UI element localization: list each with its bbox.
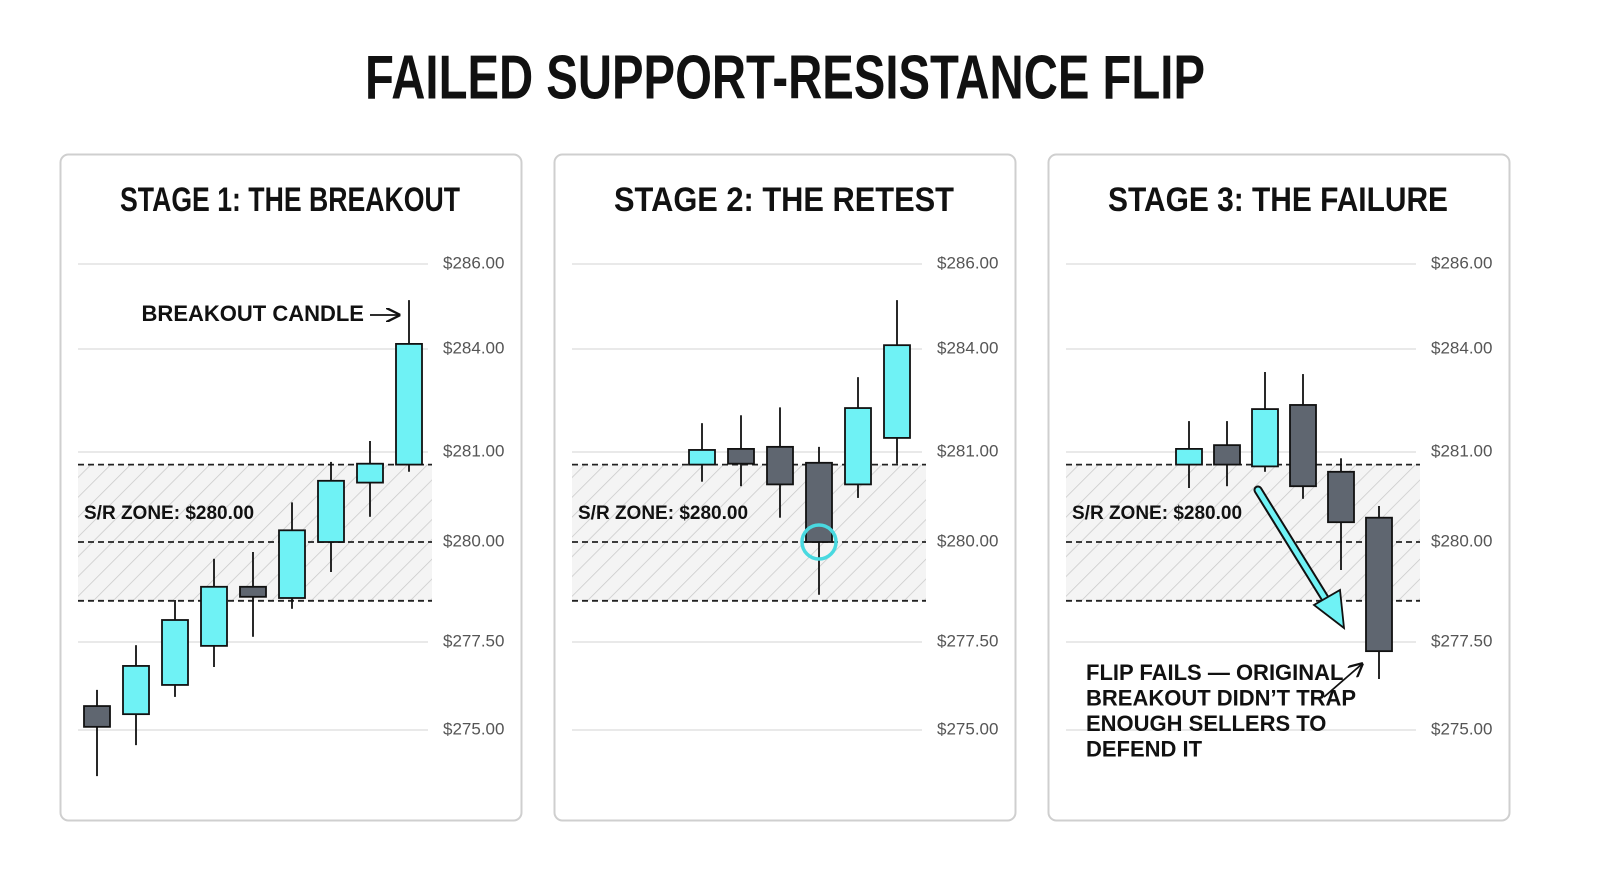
- panel: STAGE 3: THE FAILURE $286.00 $284.00 $281.0…: [1047, 153, 1511, 822]
- y-tick-label: $280.00: [443, 531, 504, 550]
- y-tick-label: $284.00: [937, 338, 998, 357]
- candle-body: [1213, 444, 1241, 466]
- candle-body: [395, 342, 423, 466]
- candle-body: [200, 585, 228, 647]
- panel-title: STAGE 1: THE BREAKOUT: [120, 181, 460, 219]
- failure-arrow-head: [1312, 588, 1346, 630]
- y-tick-label: $281.00: [937, 441, 998, 460]
- candle-body: [239, 585, 267, 598]
- candle-body: [122, 665, 150, 716]
- annotation-arrow: [1323, 664, 1362, 698]
- sr-zone: [1066, 464, 1420, 601]
- panel: STAGE 2: THE RETEST $286.00 $284.00 $281.00…: [553, 153, 1017, 822]
- failure-arrow-shaft: [1255, 487, 1334, 611]
- y-tick-label: $286.00: [1431, 253, 1492, 272]
- panel: STAGE 1: THE BREAKOUT $286.00 $284.00 $281.…: [59, 153, 523, 822]
- y-tick-label: $275.00: [443, 719, 504, 738]
- candle-body: [1175, 448, 1203, 466]
- panel-title: STAGE 2: THE RETEST: [614, 181, 954, 219]
- candle-body: [1365, 516, 1393, 653]
- y-tick-label: $284.00: [1431, 338, 1492, 357]
- y-tick-label: $281.00: [443, 441, 504, 460]
- y-tick-label: $277.50: [443, 631, 504, 650]
- page-title: FAILED SUPPORT-RESISTANCE FLIP: [365, 43, 1205, 112]
- candle-body: [356, 462, 384, 484]
- candle-body: [766, 445, 794, 486]
- candle-body: [1327, 470, 1355, 524]
- candle-body: [883, 344, 911, 439]
- highlight-ring: [800, 523, 838, 561]
- y-tick-label: $275.00: [937, 719, 998, 738]
- candle-body: [317, 479, 345, 543]
- sr-zone: [78, 464, 432, 601]
- candle-body: [278, 529, 306, 599]
- panel-title: STAGE 3: THE FAILURE: [1108, 181, 1448, 219]
- y-tick-label: $286.00: [443, 253, 504, 272]
- y-tick-label: $281.00: [1431, 441, 1492, 460]
- y-tick-label: $284.00: [443, 338, 504, 357]
- candle-body: [844, 407, 872, 486]
- zone-label: S/R ZONE: $280.00: [1072, 503, 1242, 524]
- y-tick-label: $286.00: [937, 253, 998, 272]
- candle-body: [83, 705, 111, 728]
- annotation: DEFEND IT: [1086, 736, 1203, 761]
- y-tick-label: $277.50: [1431, 631, 1492, 650]
- y-tick-label: $277.50: [937, 631, 998, 650]
- y-tick-label: $280.00: [937, 531, 998, 550]
- candle-body: [161, 619, 189, 686]
- candle-body: [805, 461, 833, 543]
- zone-label: S/R ZONE: $280.00: [578, 503, 748, 524]
- annotation: BREAKOUT DIDN’T TRAP: [1086, 685, 1356, 710]
- sr-zone: [572, 464, 926, 601]
- candle-body: [1289, 404, 1317, 488]
- y-tick-label: $280.00: [1431, 531, 1492, 550]
- annotation: BREAKOUT CANDLE: [142, 301, 364, 326]
- zone-label: S/R ZONE: $280.00: [84, 503, 254, 524]
- candle-body: [727, 448, 755, 465]
- candle-body: [1251, 408, 1279, 468]
- annotation: ENOUGH SELLERS TO: [1086, 711, 1326, 736]
- candle-body: [688, 449, 716, 466]
- y-tick-label: $275.00: [1431, 719, 1492, 738]
- annotation: FLIP FAILS — ORIGINAL: [1086, 660, 1344, 685]
